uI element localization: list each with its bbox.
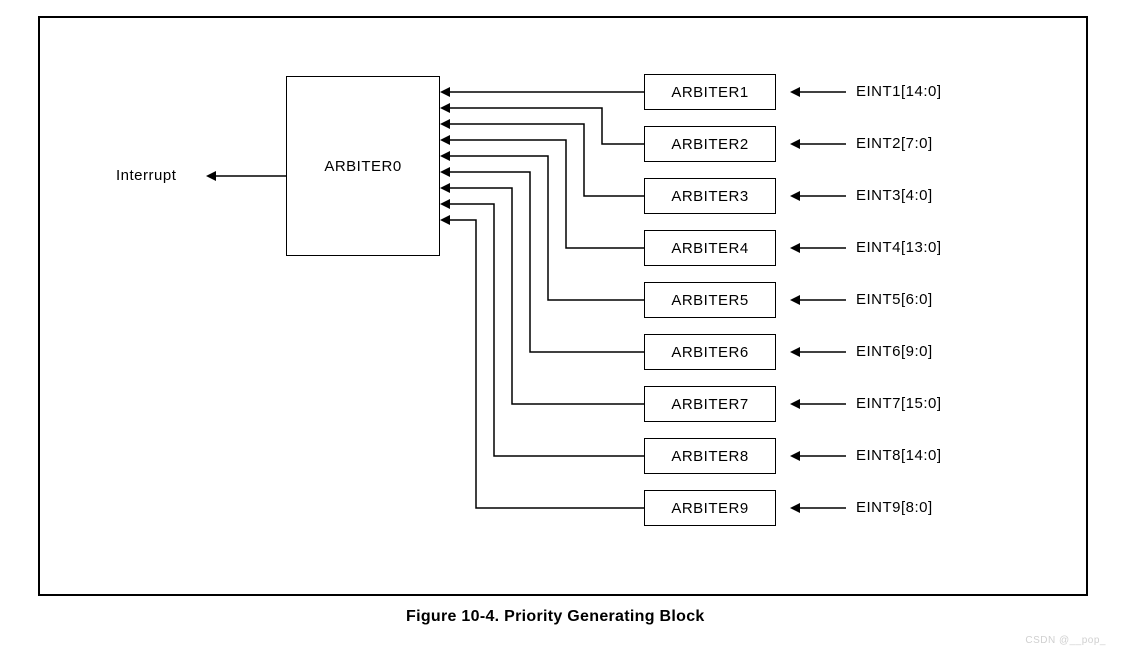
eint-label: EINT1[14:0] (856, 83, 942, 100)
eint-label: EINT9[8:0] (856, 499, 933, 516)
arbiter-box: ARBITER2 (644, 126, 776, 162)
arbiter-label: ARBITER1 (671, 84, 748, 101)
arbiter-box: ARBITER8 (644, 438, 776, 474)
arbiter-label: ARBITER7 (671, 396, 748, 413)
arbiter-box: ARBITER6 (644, 334, 776, 370)
eint-label: EINT2[7:0] (856, 135, 933, 152)
eint-label: EINT6[9:0] (856, 343, 933, 360)
arbiter0-box: ARBITER0 (286, 76, 440, 256)
eint-label: EINT5[6:0] (856, 291, 933, 308)
arbiter0-label: ARBITER0 (324, 158, 401, 175)
arbiter-label: ARBITER4 (671, 240, 748, 257)
arbiter-box: ARBITER1 (644, 74, 776, 110)
arbiter-box: ARBITER5 (644, 282, 776, 318)
arbiter-box: ARBITER4 (644, 230, 776, 266)
eint-label: EINT3[4:0] (856, 187, 933, 204)
arbiter-box: ARBITER7 (644, 386, 776, 422)
arbiter-label: ARBITER3 (671, 188, 748, 205)
figure-caption: Figure 10-4. Priority Generating Block (406, 608, 705, 626)
eint-label: EINT7[15:0] (856, 395, 942, 412)
arbiter-label: ARBITER8 (671, 448, 748, 465)
page: ARBITER0 Interrupt ARBITER1 EINT1[14:0] AR… (0, 0, 1126, 654)
arbiter-label: ARBITER6 (671, 344, 748, 361)
interrupt-label: Interrupt (116, 167, 176, 184)
arbiter-box: ARBITER9 (644, 490, 776, 526)
arbiter-label: ARBITER2 (671, 136, 748, 153)
arbiter-box: ARBITER3 (644, 178, 776, 214)
arbiter-label: ARBITER5 (671, 292, 748, 309)
eint-label: EINT4[13:0] (856, 239, 942, 256)
eint-label: EINT8[14:0] (856, 447, 942, 464)
watermark: CSDN @__pop_ (1025, 635, 1106, 646)
arbiter-label: ARBITER9 (671, 500, 748, 517)
